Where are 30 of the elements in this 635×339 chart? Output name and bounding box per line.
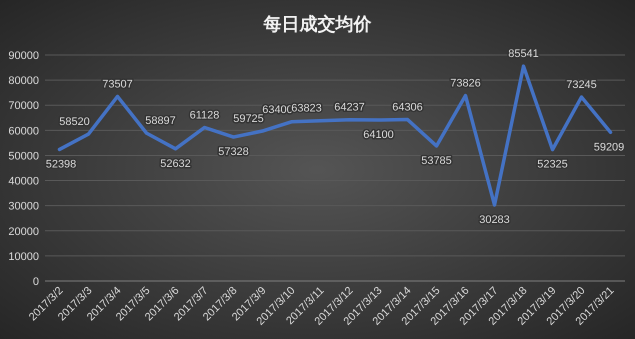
y-tick-label: 90000 (8, 50, 39, 62)
data-label: 59725 (233, 113, 264, 126)
y-tick-label: 0 (32, 276, 39, 288)
data-label: 58897 (145, 115, 176, 128)
data-label: 57328 (218, 146, 249, 158)
data-label: 73245 (566, 79, 597, 92)
data-label: 30283 (479, 214, 510, 226)
data-label: 58520 (59, 116, 90, 128)
y-tick-label: 40000 (8, 176, 39, 188)
data-label: 52398 (46, 158, 76, 170)
data-label: 73507 (102, 78, 133, 90)
data-label: 59209 (594, 141, 624, 154)
y-tick-label: 20000 (8, 226, 39, 238)
data-label: 73826 (450, 78, 481, 90)
y-tick-label: 30000 (8, 200, 39, 213)
y-tick-label: 80000 (8, 75, 39, 88)
chart-title: 每日成交均价 (262, 14, 372, 34)
data-label: 53785 (421, 154, 452, 167)
data-label: 64100 (363, 129, 394, 142)
data-label: 61128 (190, 110, 220, 122)
data-label: 64306 (392, 102, 423, 114)
y-tick-label: 50000 (8, 150, 39, 162)
data-label: 52325 (537, 158, 568, 171)
y-tick-label: 60000 (8, 125, 39, 138)
data-label: 63823 (291, 102, 322, 115)
y-tick-label: 70000 (8, 100, 39, 112)
data-label: 85541 (508, 48, 539, 60)
y-tick-label: 10000 (8, 250, 39, 263)
data-label: 52632 (160, 158, 191, 170)
data-label: 64237 (334, 102, 365, 114)
